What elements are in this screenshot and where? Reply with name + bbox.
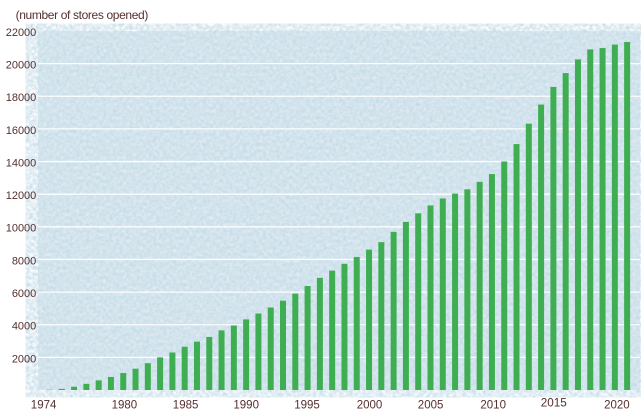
svg-text:6000: 6000: [12, 288, 36, 300]
svg-text:2020: 2020: [604, 400, 630, 412]
svg-text:1985: 1985: [173, 400, 199, 412]
svg-text:18000: 18000: [6, 92, 37, 104]
svg-text:1995: 1995: [294, 400, 320, 412]
svg-text:20000: 20000: [6, 60, 37, 72]
svg-text:2005: 2005: [418, 400, 444, 412]
svg-text:1980: 1980: [112, 400, 138, 412]
svg-text:(number of stores opened): (number of stores opened): [16, 8, 149, 22]
svg-text:2010: 2010: [480, 400, 506, 412]
svg-text:10000: 10000: [6, 223, 37, 235]
svg-text:22000: 22000: [6, 27, 37, 39]
svg-text:4000: 4000: [12, 321, 36, 333]
svg-text:16000: 16000: [6, 125, 37, 137]
svg-text:2000: 2000: [12, 353, 36, 365]
svg-text:14000: 14000: [6, 157, 37, 169]
svg-text:1990: 1990: [233, 400, 259, 412]
svg-text:2000: 2000: [357, 400, 383, 412]
svg-text:8000: 8000: [12, 255, 36, 267]
svg-text:1974: 1974: [31, 400, 57, 412]
svg-text:2015: 2015: [541, 396, 568, 409]
svg-text:12000: 12000: [6, 190, 37, 202]
